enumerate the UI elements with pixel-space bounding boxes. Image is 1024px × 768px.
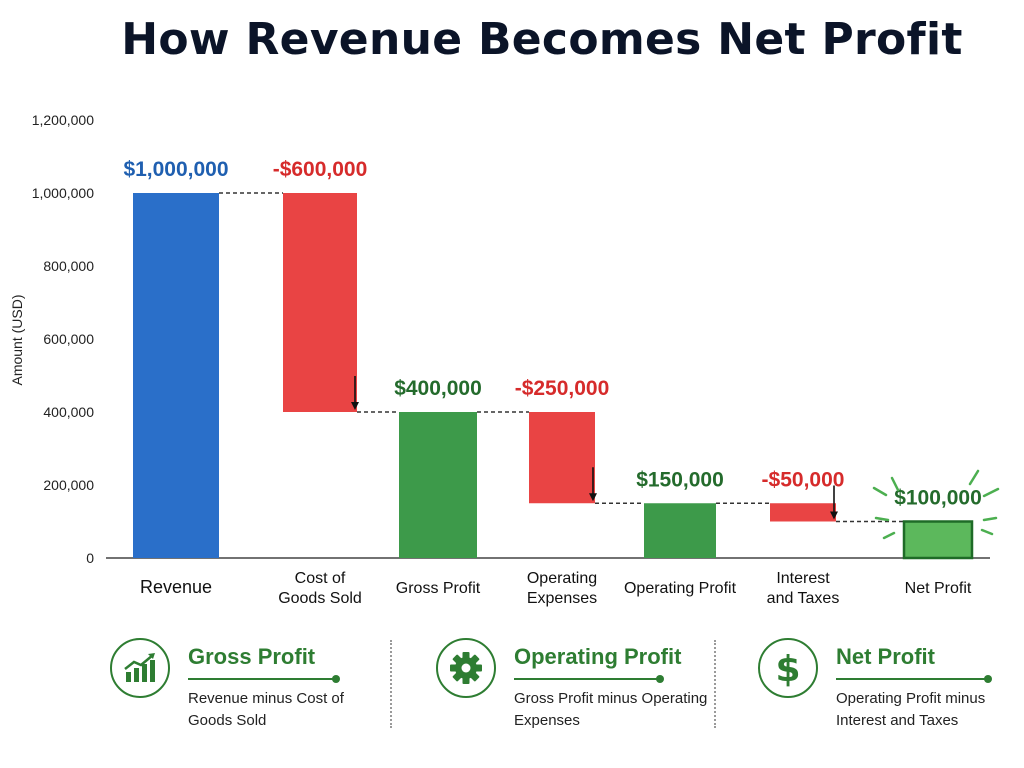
highlight-rays: [872, 469, 1000, 540]
legend-description: Gross Profit minus Operating Expenses: [514, 690, 708, 729]
data-label: -$250,000: [515, 377, 610, 400]
bars: [133, 193, 974, 560]
data-label: $150,000: [636, 468, 724, 491]
gear-icon: [436, 638, 496, 698]
y-tick-label: 600,000: [43, 331, 94, 347]
legend-gross-profit: Gross Profit Revenue minus Cost of Goods…: [110, 628, 370, 738]
highlight-ray: [890, 476, 900, 492]
y-tick-label: 200,000: [43, 477, 94, 493]
category-label: Operating Expenses: [527, 570, 597, 607]
highlight-ray: [882, 531, 896, 540]
bar: [770, 503, 836, 522]
growth-chart-icon: [110, 638, 170, 698]
y-tick-label: 800,000: [43, 258, 94, 274]
legend-underline: [836, 675, 992, 683]
highlight-ray: [872, 486, 888, 497]
bar: [529, 412, 595, 504]
y-tick-label: 1,200,000: [32, 112, 94, 128]
bar: [902, 520, 974, 560]
page-title: How Revenue Becomes Net Profit: [121, 14, 963, 65]
highlight-ray: [982, 487, 1000, 498]
data-label: $1,000,000: [123, 158, 228, 181]
legend-net-profit: $ Net Profit Operating Profit minus Inte…: [758, 628, 1008, 738]
category-label: Operating Profit: [624, 580, 737, 597]
data-label: -$600,000: [273, 158, 368, 181]
bar: [283, 193, 357, 412]
legend-title: Net Profit: [836, 644, 935, 669]
y-tick-label: 400,000: [43, 404, 94, 420]
highlight-ray: [982, 516, 998, 522]
legend-description: Revenue minus Cost of Goods Sold: [188, 690, 344, 729]
down-arrow-head: [351, 402, 359, 410]
legend-description: Operating Profit minus Interest and Taxe…: [836, 690, 986, 729]
highlight-ray: [980, 528, 994, 536]
data-label: $400,000: [394, 377, 482, 400]
y-tick-label: 0: [86, 550, 94, 566]
highlight-ray: [874, 516, 890, 522]
data-label: -$50,000: [762, 468, 845, 491]
bar: [399, 412, 477, 558]
value-labels: $1,000,000 -$600,000 $400,000 -$250,000 $150…: [123, 158, 981, 510]
down-arrow-head: [830, 511, 838, 520]
legend-underline: [514, 675, 664, 683]
svg-text:$: $: [775, 649, 800, 687]
legend-operating-profit: Operating Profit Gross Profit minus Oper…: [436, 628, 707, 738]
down-arrow-head: [589, 493, 597, 502]
dollar-icon: $: [758, 638, 818, 698]
legend-title: Operating Profit: [514, 644, 682, 669]
legend-title: Gross Profit: [188, 644, 316, 669]
waterfall-chart: 0 200,000 400,000 600,000 800,000 1,000,000 1,…: [9, 112, 1000, 607]
bar: [644, 503, 716, 558]
data-label: $100,000: [894, 487, 982, 510]
legend-separator: [714, 640, 716, 728]
category-label: Interest and Taxes: [767, 570, 840, 607]
category-label: Revenue: [140, 577, 212, 597]
legend-separator: [390, 640, 392, 728]
category-label: Gross Profit: [396, 580, 481, 597]
y-axis-label: Amount (USD): [9, 294, 25, 385]
connectors: [219, 192, 904, 523]
bar: [133, 193, 219, 558]
y-axis: 0 200,000 400,000 600,000 800,000 1,000,000 1,…: [32, 112, 95, 566]
legend-underline: [188, 675, 340, 683]
y-tick-label: 1,000,000: [32, 185, 94, 201]
highlight-ray: [968, 469, 980, 486]
category-label: Cost of Goods Sold: [278, 570, 362, 607]
category-labels: Revenue Cost of Goods Sold Gross Profit Oper…: [140, 570, 972, 607]
category-label: Net Profit: [905, 580, 972, 597]
